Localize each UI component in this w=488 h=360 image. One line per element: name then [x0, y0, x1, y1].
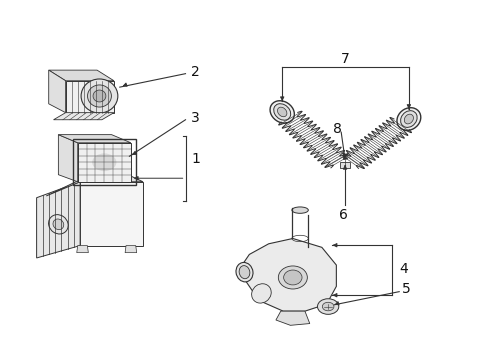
Text: 3: 3 [191, 111, 200, 125]
Text: 8: 8 [333, 122, 342, 136]
Polygon shape [49, 70, 65, 113]
Ellipse shape [251, 284, 271, 303]
Ellipse shape [278, 266, 307, 289]
Bar [339, 162, 350, 168]
Text: 7: 7 [341, 52, 349, 66]
Ellipse shape [92, 153, 116, 171]
Polygon shape [125, 246, 137, 253]
Ellipse shape [396, 108, 420, 130]
Ellipse shape [291, 207, 308, 213]
Ellipse shape [400, 111, 416, 127]
Polygon shape [275, 311, 309, 325]
Circle shape [322, 302, 333, 311]
Text: 2: 2 [191, 65, 200, 79]
Polygon shape [49, 70, 114, 81]
Polygon shape [65, 81, 114, 113]
Ellipse shape [93, 90, 106, 102]
Text: 5: 5 [401, 282, 409, 296]
Text: 6: 6 [338, 208, 347, 222]
Ellipse shape [283, 270, 302, 285]
Polygon shape [58, 135, 78, 182]
Circle shape [317, 299, 338, 314]
Ellipse shape [53, 219, 63, 230]
Polygon shape [37, 182, 80, 258]
Polygon shape [78, 143, 131, 182]
Polygon shape [53, 113, 114, 120]
Polygon shape [242, 238, 336, 311]
Ellipse shape [81, 79, 118, 113]
Ellipse shape [236, 262, 252, 282]
Ellipse shape [269, 101, 294, 123]
Ellipse shape [273, 104, 290, 120]
Ellipse shape [48, 215, 68, 234]
Ellipse shape [404, 114, 412, 124]
Polygon shape [77, 246, 88, 253]
Ellipse shape [277, 107, 286, 117]
Polygon shape [58, 135, 131, 143]
Text: 4: 4 [398, 262, 407, 276]
Polygon shape [80, 182, 142, 246]
Ellipse shape [239, 266, 249, 279]
Text: 1: 1 [191, 152, 200, 166]
Ellipse shape [87, 85, 111, 107]
Polygon shape [46, 166, 142, 196]
